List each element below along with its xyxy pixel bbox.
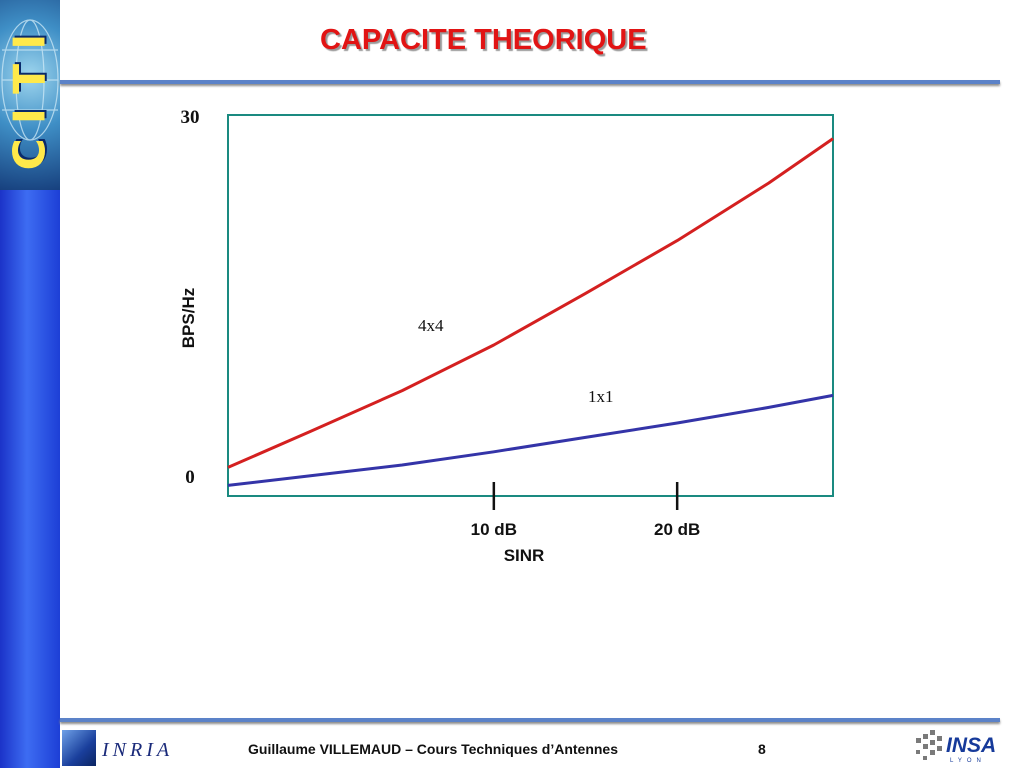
globe-graphic xyxy=(1,19,59,141)
series-line-1x1 xyxy=(227,393,834,487)
tick-layer: 10 dB 20 dB 0 30 xyxy=(181,107,701,539)
bottom-divider xyxy=(60,718,1000,722)
slide-title: CAPACITE THEORIQUE xyxy=(320,24,647,56)
x-tick-label: 10 dB xyxy=(471,520,517,539)
citi-logo: CITI xyxy=(0,0,60,190)
inria-mark-icon xyxy=(62,730,96,766)
citi-logo-text: CITI xyxy=(4,19,56,171)
insa-logo-text: INSA xyxy=(946,734,997,757)
y-tick-label: 0 xyxy=(185,467,195,488)
x-axis-title: SINR xyxy=(504,546,545,565)
capacity-chart: 10 dB 20 dB 0 30 SINR BPS/Hz 4x4 1x1 xyxy=(179,107,834,565)
x-tick-label: 20 dB xyxy=(654,520,700,539)
insa-logo: INSA LYON xyxy=(914,728,1018,768)
series-label-4x4: 4x4 xyxy=(418,316,444,335)
series-label-1x1: 1x1 xyxy=(588,387,614,406)
plot-frame xyxy=(227,114,834,497)
inria-logo: INRIA xyxy=(62,728,196,768)
page-number: 8 xyxy=(758,741,766,757)
top-divider xyxy=(60,80,1000,84)
y-tick-label: 30 xyxy=(181,107,200,128)
y-axis-title: BPS/Hz xyxy=(179,288,198,348)
insa-dots-icon xyxy=(916,730,942,760)
series-line-4x4 xyxy=(227,137,834,469)
footer-author: Guillaume VILLEMAUD – Cours Techniques d… xyxy=(248,741,619,757)
inria-logo-text: INRIA xyxy=(102,739,174,761)
series-layer xyxy=(227,137,834,487)
insa-logo-subtext: LYON xyxy=(950,758,986,764)
